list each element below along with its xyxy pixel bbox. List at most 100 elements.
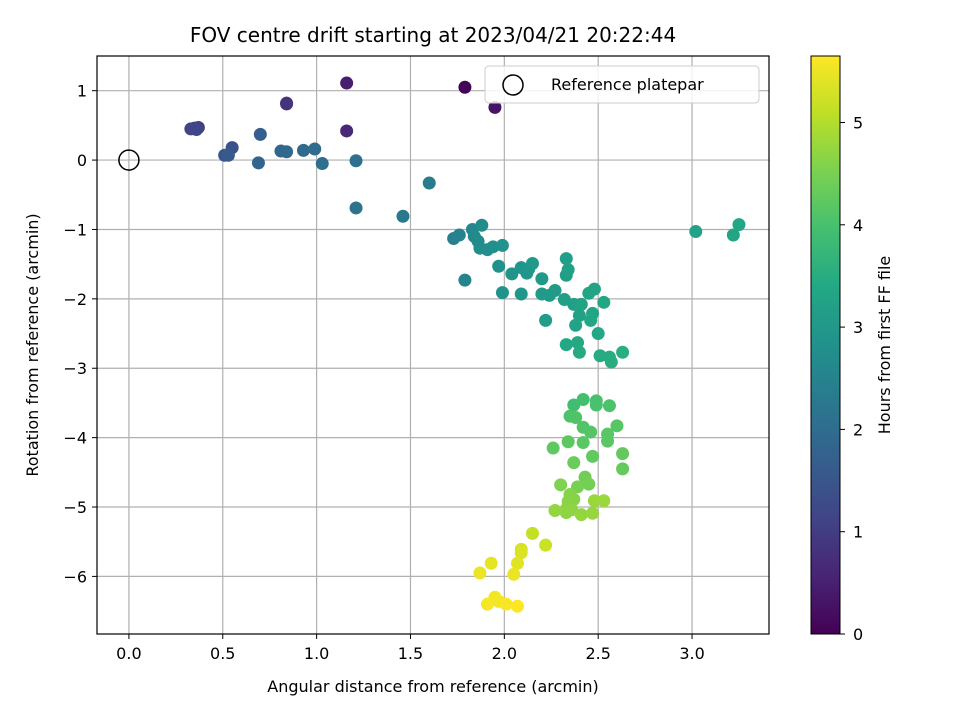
colorbar-tick-label: 3 — [853, 318, 863, 337]
data-point — [349, 154, 363, 168]
data-point — [510, 599, 524, 613]
data-point — [561, 435, 575, 449]
data-point — [189, 123, 203, 137]
data-point — [492, 259, 506, 273]
data-point — [280, 145, 294, 159]
data-point — [452, 228, 466, 242]
data-point — [514, 546, 528, 560]
data-point — [610, 419, 624, 433]
data-point — [616, 462, 630, 476]
data-point — [574, 508, 588, 522]
legend-marker — [502, 74, 524, 96]
data-point — [602, 399, 616, 413]
y-tick-label: 1 — [77, 82, 87, 101]
data-point — [221, 148, 235, 162]
data-point — [458, 273, 472, 287]
data-point — [584, 425, 598, 439]
data-point — [253, 127, 267, 141]
data-point — [569, 318, 583, 332]
x-tick-label: 1.0 — [304, 644, 329, 663]
data-point — [539, 313, 553, 327]
legend-label: Reference platepar — [551, 75, 704, 94]
plot-frame — [96, 55, 770, 635]
x-axis-label: Angular distance from reference (arcmin) — [267, 677, 598, 696]
y-tick-label: −6 — [63, 567, 87, 586]
data-point — [475, 218, 489, 232]
reference-marker — [118, 149, 140, 171]
colorbar-tick-label: 2 — [853, 420, 863, 439]
data-point — [732, 218, 746, 232]
data-point — [567, 398, 581, 412]
data-point — [726, 228, 740, 242]
y-axis-label: Rotation from reference (arcmin) — [23, 213, 42, 476]
data-point — [546, 441, 560, 455]
chart-title: FOV centre drift starting at 2023/04/21 … — [190, 23, 676, 47]
data-point — [584, 313, 598, 327]
data-point — [587, 494, 601, 508]
legend-box — [484, 65, 760, 104]
data-point — [495, 286, 509, 300]
data-point — [554, 478, 568, 492]
data-point — [576, 435, 590, 449]
data-point — [548, 284, 562, 298]
data-point — [349, 201, 363, 215]
colorbar-ticks: 0 1 2 3 4 5 — [840, 113, 863, 644]
grid — [97, 56, 769, 634]
y-tick-label: 0 — [77, 151, 87, 170]
data-point — [589, 398, 603, 412]
x-tick-label: 2.0 — [492, 644, 517, 663]
data-point — [514, 287, 528, 301]
data-point — [597, 295, 611, 309]
data-point — [559, 338, 573, 352]
data-point — [525, 526, 539, 540]
data-point — [488, 100, 502, 114]
data-point — [604, 355, 618, 369]
data-point — [458, 80, 472, 94]
data-point — [510, 556, 524, 570]
data-point — [495, 238, 509, 252]
data-point — [308, 142, 322, 156]
data-point — [689, 225, 703, 239]
data-point — [586, 449, 600, 463]
colorbar-tick-label: 0 — [853, 625, 863, 644]
data-point — [586, 506, 600, 520]
data-point — [567, 456, 581, 470]
y-tick-label: −5 — [63, 498, 87, 517]
y-tick-label: −2 — [63, 290, 87, 309]
data-point — [561, 263, 575, 277]
data-point — [582, 477, 596, 491]
data-point — [422, 176, 436, 190]
data-point — [601, 434, 615, 448]
y-axis-ticks: 1 0 −1 −2 −3 −4 −5 −6 — [63, 82, 97, 586]
data-point — [576, 392, 590, 406]
data-point — [535, 272, 549, 286]
colorbar-gradient — [810, 55, 841, 635]
data-point — [616, 447, 630, 461]
y-tick-label: −4 — [63, 429, 87, 448]
colorbar-tick-label: 5 — [853, 113, 863, 132]
data-point — [571, 336, 585, 350]
colorbar: 0 1 2 3 4 5 Hours from first FF file — [810, 55, 894, 644]
x-tick-label: 0.0 — [116, 644, 141, 663]
data-point — [505, 267, 519, 281]
data-point — [572, 345, 586, 359]
data-point — [499, 597, 513, 611]
data-points — [184, 76, 746, 613]
data-point — [525, 256, 539, 270]
data-point — [587, 282, 601, 296]
data-point — [484, 556, 498, 570]
x-tick-label: 0.5 — [210, 644, 235, 663]
data-point — [280, 96, 294, 110]
x-tick-label: 3.0 — [679, 644, 704, 663]
colorbar-tick-label: 4 — [853, 216, 863, 235]
data-point — [396, 209, 410, 223]
data-point — [473, 566, 487, 580]
data-point — [296, 143, 310, 157]
data-point — [597, 494, 611, 508]
data-point — [480, 597, 494, 611]
data-point — [574, 297, 588, 311]
y-tick-label: −3 — [63, 359, 87, 378]
data-point — [616, 345, 630, 359]
x-tick-label: 2.5 — [585, 644, 610, 663]
